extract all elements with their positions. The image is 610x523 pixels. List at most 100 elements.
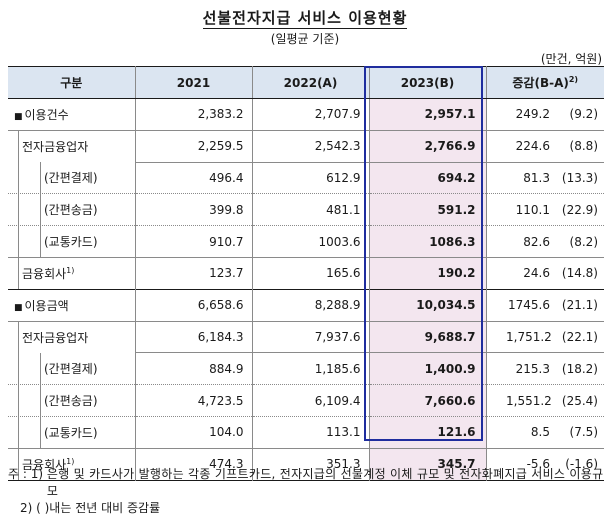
value-2021: 4,723.5: [134, 384, 252, 417]
header-category: 구분: [8, 66, 135, 99]
value-change: 224.6 (8.8): [485, 129, 604, 163]
change-rate: (22.9): [561, 202, 598, 217]
value-2021: 496.4: [134, 161, 252, 194]
value-2023: 345.7: [368, 447, 486, 481]
value-2021: 910.7: [134, 225, 252, 258]
value-change: 82.6 (8.2): [485, 225, 604, 258]
change-amount: 249.2: [515, 107, 550, 122]
value-2023: 694.2: [368, 161, 486, 194]
change-amount: -5.6: [526, 457, 550, 472]
footnote-2: 2) ( )내는 전년 대비 증감률: [20, 501, 161, 515]
value-2021: 6,184.3: [134, 320, 252, 353]
change-rate: (18.2): [561, 361, 598, 376]
value-2022: 2,707.9: [251, 98, 369, 131]
value-2022: 113.1: [251, 415, 369, 449]
value-2022: 481.1: [251, 193, 369, 226]
table-row: 금융회사1) 123.7 165.6 190.2 24.6 (14.8): [8, 256, 604, 290]
value-2022: 8,288.9: [251, 288, 369, 322]
value-2021: 6,658.6: [134, 288, 252, 322]
change-rate: (25.4): [561, 393, 598, 408]
table-row: (간편송금) 4,723.5 6,109.4 7,660.6 1,551.2 (25.4): [8, 384, 604, 417]
value-2021: 884.9: [134, 352, 252, 385]
value-2023: 2,957.1: [368, 98, 486, 131]
value-change: 8.5 (7.5): [485, 415, 604, 449]
row-label: (교통카드): [8, 415, 135, 449]
row-label-text: (간편결제): [44, 362, 98, 377]
value-2023: 121.6: [368, 415, 486, 449]
change-amount: 215.3: [515, 361, 550, 376]
row-label-text: (간편결제): [44, 171, 98, 186]
value-2021: 104.0: [134, 415, 252, 449]
value-2023: 7,660.6: [368, 384, 486, 417]
value-change: 81.3 (13.3): [485, 161, 604, 194]
value-change: 249.2 (9.2): [485, 98, 604, 131]
row-label: 금융회사1): [8, 256, 135, 290]
header-change: 증감(B-A)2): [485, 66, 604, 99]
value-change: 24.6 (14.8): [485, 256, 604, 290]
row-label-text: 이용건수: [24, 107, 69, 122]
row-label-text: 전자금융업자: [22, 139, 89, 154]
footnote-ref: 1): [66, 456, 75, 466]
change-rate: (-1.6): [565, 457, 598, 472]
value-2021: 2,383.2: [134, 98, 252, 131]
table-row: 전자금융업자 6,184.3 7,937.6 9,688.7 1,751.2 (22.1): [8, 320, 604, 353]
value-change: 1,751.2 (22.1): [485, 320, 604, 353]
change-amount: 110.1: [515, 202, 550, 217]
unit-label: (만건, 억원): [540, 52, 602, 66]
value-2023: 1086.3: [368, 225, 486, 258]
table-row: 금융회사1) 474.3 351.3 345.7 -5.6 (-1.6): [8, 447, 604, 481]
footnote-ref: 1): [66, 265, 75, 275]
table-row: (교통카드) 104.0 113.1 121.6 8.5 (7.5): [8, 415, 604, 449]
change-amount: 82.6: [523, 234, 550, 249]
change-amount: 224.6: [515, 139, 550, 154]
value-2021: 474.3: [134, 447, 252, 481]
value-2023: 2,766.9: [368, 129, 486, 163]
change-rate: (9.2): [569, 107, 598, 122]
change-amount: 1,751.2: [506, 329, 552, 344]
row-label-text: 금융회사: [22, 457, 67, 472]
row-label-text: (간편송금): [44, 394, 98, 409]
value-2023: 190.2: [368, 256, 486, 290]
row-label: (간편송금): [8, 193, 135, 226]
change-rate: (22.1): [561, 329, 598, 344]
change-amount: 1745.6: [508, 298, 550, 313]
value-2022: 6,109.4: [251, 384, 369, 417]
table-title: 선불전자지급 서비스 이용현황: [202, 9, 408, 29]
table-row: (간편결제) 496.4 612.9 694.2 81.3 (13.3): [8, 161, 604, 194]
row-label-text: (교통카드): [44, 425, 98, 440]
header-2021: 2021: [134, 66, 252, 99]
value-change: 215.3 (18.2): [485, 352, 604, 385]
value-2021: 2,259.5: [134, 129, 252, 163]
change-rate: (8.8): [569, 139, 598, 154]
value-2022: 1003.6: [251, 225, 369, 258]
change-amount: 24.6: [523, 266, 550, 281]
header-2022: 2022(A): [251, 66, 369, 99]
table-row: (교통카드) 910.7 1003.6 1086.3 82.6 (8.2): [8, 225, 604, 258]
value-2022: 351.3: [251, 447, 369, 481]
header-2023: 2023(B): [368, 66, 486, 99]
row-label-text: 금융회사: [22, 266, 67, 281]
table-subtitle: (일평균 기준): [270, 32, 340, 46]
change-rate: (7.5): [569, 425, 598, 440]
change-amount: 81.3: [523, 170, 550, 185]
change-rate: (8.2): [569, 234, 598, 249]
row-label: 전자금융업자: [8, 320, 135, 353]
value-2022: 7,937.6: [251, 320, 369, 353]
change-rate: (14.8): [561, 266, 598, 281]
table-row: (간편송금) 399.8 481.1 591.2 110.1 (22.9): [8, 193, 604, 226]
footnote-1: 주 : 1) 은행 및 카드사가 발행하는 각종 기프트카드, 전자지급의 선불…: [8, 467, 604, 498]
row-label-text: 이용금액: [24, 298, 69, 313]
value-change: -5.6 (-1.6): [485, 447, 604, 481]
bullet-icon: ■: [14, 111, 23, 122]
value-change: 110.1 (22.9): [485, 193, 604, 226]
value-2022: 165.6: [251, 256, 369, 290]
row-label: (간편송금): [8, 384, 135, 417]
row-label: (교통카드): [8, 225, 135, 258]
table-row: (간편결제) 884.9 1,185.6 1,400.9 215.3 (18.2): [8, 352, 604, 385]
value-2021: 123.7: [134, 256, 252, 290]
change-amount: 1,551.2: [506, 393, 552, 408]
row-label: ■ 이용건수: [8, 99, 135, 131]
table-row: ■ 이용건수 2,383.2 2,707.9 2,957.1 249.2 (9.2): [8, 98, 604, 131]
row-label-text: (간편송금): [44, 203, 98, 218]
row-label: 금융회사1): [8, 447, 135, 481]
